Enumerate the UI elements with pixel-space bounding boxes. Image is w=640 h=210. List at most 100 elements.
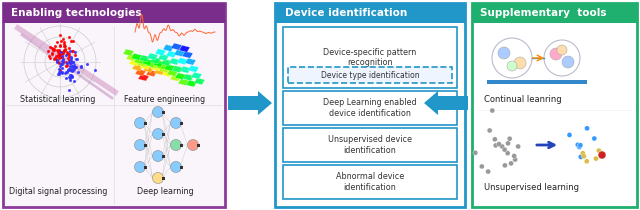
- Point: [54, 57, 65, 60]
- Point: [54, 67, 64, 70]
- Polygon shape: [131, 53, 142, 60]
- Circle shape: [577, 143, 582, 148]
- Circle shape: [134, 161, 145, 172]
- Point: [61, 64, 71, 68]
- Polygon shape: [140, 62, 151, 70]
- Polygon shape: [142, 58, 153, 66]
- Point: [61, 70, 72, 73]
- Point: [67, 75, 77, 79]
- Point: [53, 53, 63, 56]
- Circle shape: [516, 144, 520, 149]
- Circle shape: [584, 159, 589, 164]
- Point: [62, 62, 72, 65]
- Circle shape: [497, 142, 502, 147]
- Polygon shape: [135, 69, 146, 76]
- Circle shape: [593, 156, 598, 161]
- Point: [57, 53, 67, 56]
- FancyBboxPatch shape: [162, 155, 165, 158]
- Polygon shape: [191, 72, 202, 79]
- Point: [65, 78, 76, 82]
- Polygon shape: [143, 66, 154, 72]
- Point: [49, 56, 60, 59]
- Polygon shape: [183, 74, 194, 81]
- Point: [58, 60, 68, 64]
- Polygon shape: [177, 58, 188, 65]
- Point: [56, 56, 67, 59]
- Circle shape: [550, 48, 562, 60]
- Point: [51, 57, 61, 61]
- Point: [54, 50, 64, 53]
- Polygon shape: [164, 64, 175, 71]
- Point: [49, 58, 60, 61]
- Point: [47, 53, 57, 56]
- Point: [68, 39, 78, 43]
- Point: [64, 59, 74, 62]
- Circle shape: [152, 172, 163, 184]
- Polygon shape: [145, 60, 156, 67]
- Circle shape: [507, 61, 517, 71]
- Circle shape: [134, 139, 145, 151]
- Polygon shape: [162, 70, 173, 77]
- Point: [67, 69, 77, 72]
- Circle shape: [486, 169, 491, 174]
- Point: [55, 45, 65, 48]
- Point: [67, 50, 77, 53]
- Point: [65, 77, 75, 80]
- FancyBboxPatch shape: [144, 143, 147, 147]
- Polygon shape: [424, 91, 468, 115]
- Point: [64, 75, 74, 79]
- Point: [56, 70, 67, 74]
- Point: [56, 62, 67, 66]
- Point: [59, 45, 69, 48]
- Polygon shape: [194, 78, 205, 85]
- Text: Abnormal device
identification: Abnormal device identification: [336, 172, 404, 192]
- Point: [61, 76, 72, 79]
- Point: [71, 65, 81, 68]
- Polygon shape: [151, 64, 162, 71]
- Point: [60, 48, 70, 51]
- Point: [54, 54, 65, 58]
- Point: [63, 35, 74, 38]
- Polygon shape: [174, 50, 185, 56]
- Circle shape: [170, 118, 182, 129]
- Point: [57, 70, 67, 73]
- Polygon shape: [188, 65, 199, 72]
- Polygon shape: [126, 54, 137, 61]
- Circle shape: [134, 118, 145, 129]
- Text: Supplementary  tools: Supplementary tools: [480, 8, 607, 18]
- Point: [59, 50, 69, 53]
- Point: [52, 60, 63, 63]
- Point: [52, 59, 62, 62]
- Polygon shape: [170, 74, 181, 81]
- Point: [47, 49, 58, 52]
- Circle shape: [170, 139, 182, 151]
- Circle shape: [498, 47, 510, 59]
- Circle shape: [592, 136, 597, 141]
- Point: [56, 50, 67, 53]
- FancyBboxPatch shape: [472, 3, 637, 207]
- Point: [53, 54, 63, 57]
- Point: [55, 43, 65, 47]
- Point: [52, 59, 63, 62]
- Point: [66, 61, 76, 64]
- Polygon shape: [155, 49, 166, 56]
- Text: Device-specific pattern
recognition: Device-specific pattern recognition: [323, 48, 417, 67]
- Circle shape: [579, 154, 583, 159]
- Point: [59, 48, 69, 51]
- Point: [82, 63, 92, 66]
- Point: [57, 54, 67, 57]
- Circle shape: [596, 148, 602, 153]
- Point: [54, 61, 64, 64]
- Point: [63, 51, 73, 55]
- Circle shape: [511, 154, 516, 159]
- Polygon shape: [148, 62, 159, 69]
- FancyBboxPatch shape: [180, 143, 183, 147]
- Point: [65, 74, 75, 77]
- Polygon shape: [134, 57, 145, 64]
- Point: [65, 69, 75, 72]
- FancyBboxPatch shape: [162, 110, 165, 113]
- Point: [54, 71, 65, 74]
- Text: Deep Learning enabled
device identification: Deep Learning enabled device identificat…: [323, 98, 417, 118]
- Circle shape: [492, 137, 497, 142]
- FancyBboxPatch shape: [288, 67, 452, 83]
